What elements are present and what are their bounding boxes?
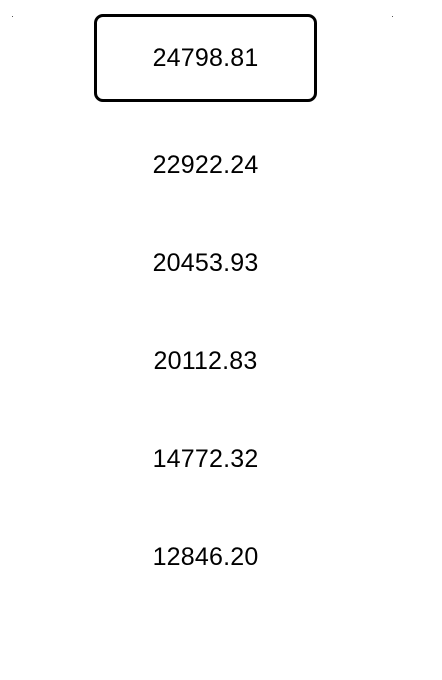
list-item[interactable]: 22922.24 <box>94 121 317 209</box>
list-item-label: 20453.93 <box>152 248 259 277</box>
list-item[interactable]: 20453.93 <box>94 219 317 307</box>
list-item-label: 14772.32 <box>152 444 259 473</box>
corner-mark-right <box>392 16 393 17</box>
list-item[interactable]: 12846.20 <box>94 513 317 601</box>
list-item-label: 22922.24 <box>152 150 259 179</box>
list-item-selected[interactable]: 24798.81 <box>94 14 317 102</box>
corner-mark-left <box>12 16 13 17</box>
list-item[interactable]: 14772.32 <box>94 415 317 503</box>
list-item[interactable]: 20112.83 <box>94 317 317 405</box>
list-item-label: 12846.20 <box>152 542 259 571</box>
list-item-label: 20112.83 <box>153 346 258 375</box>
list-item-label: 24798.81 <box>152 43 259 72</box>
